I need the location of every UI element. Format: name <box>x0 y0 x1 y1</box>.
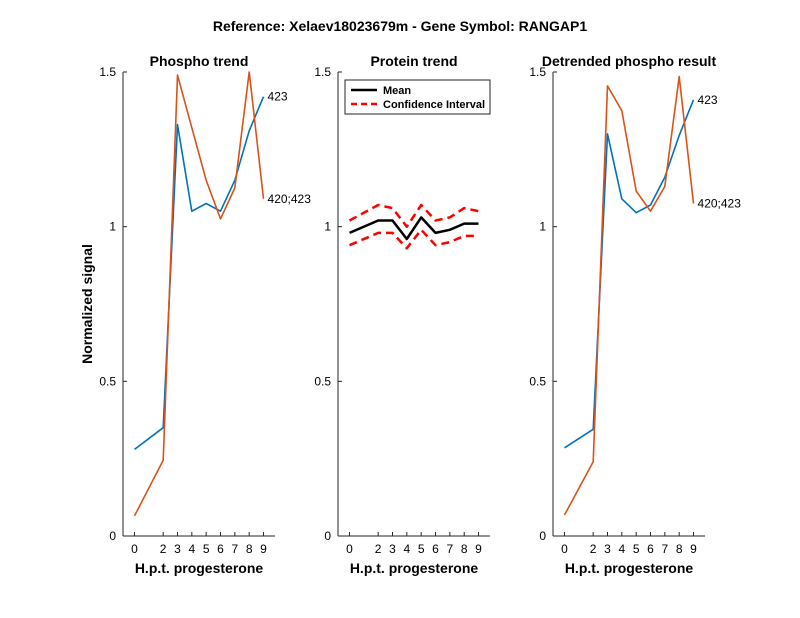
x-tick-label: 2 <box>590 542 597 556</box>
x-tick-label: 7 <box>232 542 239 556</box>
panel-title: Protein trend <box>370 53 457 69</box>
panel-3: Detrended phospho result 0 2 3 4 5 6 7 8 9 0 0.5 1 1.… <box>529 53 741 576</box>
y-tick-label: 0 <box>324 529 331 543</box>
y-tick-label: 0 <box>109 529 116 543</box>
y-tick-label: 0.5 <box>99 374 116 388</box>
x-tick-label: 6 <box>432 542 439 556</box>
y-tick-label: 0 <box>539 529 546 543</box>
x-axis-label: H.p.t. progesterone <box>350 560 479 576</box>
x-tick-label: 3 <box>604 542 611 556</box>
y-tick-label: 1 <box>109 220 116 234</box>
x-tick-label: 5 <box>418 542 425 556</box>
series-line-2 <box>563 75 695 516</box>
legend-entry: Mean <box>383 85 411 97</box>
x-tick-label: 7 <box>447 542 454 556</box>
x-tick-label: 0 <box>131 542 138 556</box>
x-tick-label: 3 <box>174 542 181 556</box>
x-tick-label: 5 <box>203 542 210 556</box>
y-tick-label: 0.5 <box>314 374 331 388</box>
x-tick-label: 9 <box>475 542 482 556</box>
legend: Mean Confidence Interval <box>344 79 491 115</box>
x-tick-label: 5 <box>633 542 640 556</box>
x-tick-label: 3 <box>389 542 396 556</box>
figure-title: Reference: Xelaev18023679m - Gene Symbol… <box>213 18 587 34</box>
panel-1: Phospho trend 0 2 3 4 5 6 7 8 9 0 0.5 1 1.5 H.p.t. pro… <box>79 53 311 576</box>
x-tick-label: 6 <box>217 542 224 556</box>
series-end-label: 423 <box>698 93 718 107</box>
legend-box <box>344 79 491 115</box>
y-tick-label: 1 <box>539 220 546 234</box>
x-tick-label: 4 <box>188 542 195 556</box>
panel-title: Detrended phospho result <box>542 53 717 69</box>
y-tick-label: 1 <box>324 220 331 234</box>
series-end-label: 420;423 <box>268 192 312 206</box>
x-tick-label: 7 <box>662 542 669 556</box>
x-tick-label: 2 <box>375 542 382 556</box>
x-tick-label: 8 <box>461 542 468 556</box>
x-axis-label: H.p.t. progesterone <box>135 560 264 576</box>
series-line-1 <box>134 96 265 451</box>
x-tick-label: 8 <box>246 542 253 556</box>
series-end-label: 423 <box>268 90 288 104</box>
x-tick-label: 9 <box>690 542 697 556</box>
x-tick-label: 0 <box>346 542 353 556</box>
x-tick-label: 8 <box>676 542 683 556</box>
x-axis-label: H.p.t. progesterone <box>565 560 694 576</box>
x-tick-label: 4 <box>403 542 410 556</box>
series-line-2 <box>348 203 479 228</box>
series-line-2 <box>133 71 265 517</box>
y-tick-label: 1.5 <box>529 65 546 79</box>
y-axis-label: Normalized signal <box>79 244 95 364</box>
panel-2: Protein trend 0 2 3 4 5 6 7 8 9 0 0.5 1 1.5 H.p.t. pro… <box>314 53 491 576</box>
y-tick-label: 1.5 <box>99 65 116 79</box>
x-tick-label: 0 <box>561 542 568 556</box>
legend-entry: Confidence Interval <box>383 99 485 111</box>
series-line-3 <box>349 228 479 250</box>
series-end-label: 420;423 <box>698 196 742 210</box>
series-line-1 <box>349 216 479 241</box>
x-tick-label: 6 <box>647 542 654 556</box>
y-tick-label: 0.5 <box>529 374 546 388</box>
x-tick-label: 4 <box>618 542 625 556</box>
panel-title: Phospho trend <box>150 53 249 69</box>
x-tick-label: 9 <box>260 542 267 556</box>
x-tick-label: 2 <box>160 542 167 556</box>
y-tick-label: 1.5 <box>314 65 331 79</box>
